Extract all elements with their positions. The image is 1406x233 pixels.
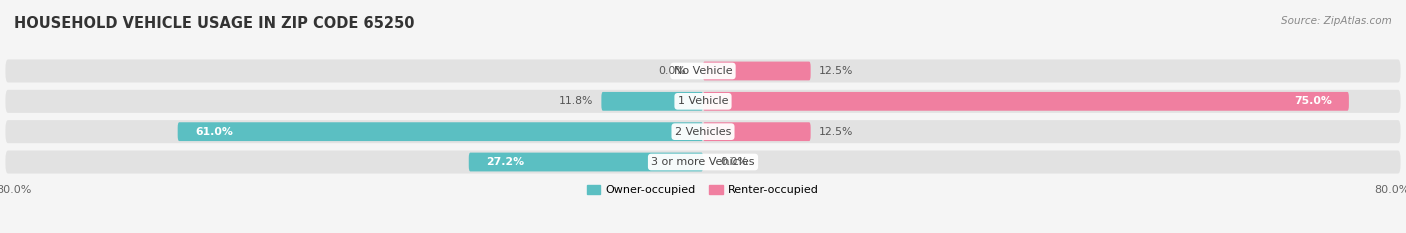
Text: Source: ZipAtlas.com: Source: ZipAtlas.com [1281,16,1392,26]
Text: HOUSEHOLD VEHICLE USAGE IN ZIP CODE 65250: HOUSEHOLD VEHICLE USAGE IN ZIP CODE 6525… [14,16,415,31]
Text: 0.0%: 0.0% [720,157,748,167]
FancyBboxPatch shape [6,90,1400,113]
FancyBboxPatch shape [468,153,703,171]
FancyBboxPatch shape [6,151,1400,174]
Text: 3 or more Vehicles: 3 or more Vehicles [651,157,755,167]
Text: 27.2%: 27.2% [486,157,524,167]
Legend: Owner-occupied, Renter-occupied: Owner-occupied, Renter-occupied [582,180,824,200]
Text: 0.0%: 0.0% [658,66,686,76]
FancyBboxPatch shape [602,92,703,111]
Text: No Vehicle: No Vehicle [673,66,733,76]
Text: 1 Vehicle: 1 Vehicle [678,96,728,106]
FancyBboxPatch shape [703,122,811,141]
Text: 12.5%: 12.5% [820,66,853,76]
FancyBboxPatch shape [703,92,1348,111]
FancyBboxPatch shape [6,59,1400,82]
FancyBboxPatch shape [6,120,1400,143]
Text: 12.5%: 12.5% [820,127,853,137]
FancyBboxPatch shape [177,122,703,141]
Text: 11.8%: 11.8% [558,96,593,106]
Text: 2 Vehicles: 2 Vehicles [675,127,731,137]
FancyBboxPatch shape [703,62,811,80]
Text: 75.0%: 75.0% [1294,96,1331,106]
Text: 61.0%: 61.0% [195,127,233,137]
